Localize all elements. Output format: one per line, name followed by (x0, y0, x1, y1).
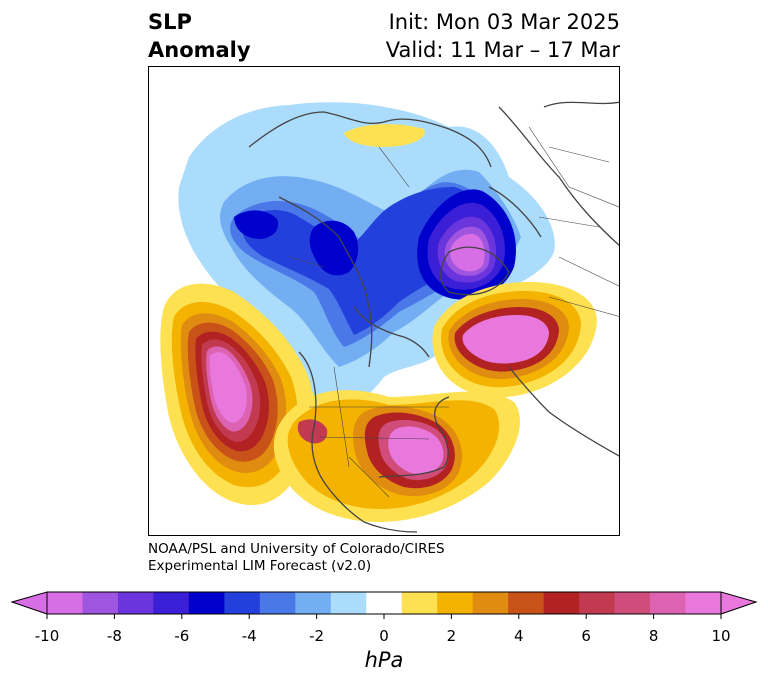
coastlines (248, 101, 619, 533)
forecast-dates: Init: Mon 03 Mar 2025 Valid: 11 Mar – 17… (386, 8, 620, 64)
init-date: Init: Mon 03 Mar 2025 (388, 10, 620, 34)
alaska-low-core (234, 210, 279, 239)
colorbar-cell (330, 592, 367, 614)
colorbar-cell (295, 592, 332, 614)
colorbar-tick-label: -2 (309, 627, 325, 645)
colorbar-extend-high (720, 591, 758, 615)
colorbar-cell (685, 592, 722, 614)
map-svg (160, 101, 619, 533)
valid-range: Valid: 11 Mar – 17 Mar (385, 38, 620, 62)
colorbar-cell (472, 592, 509, 614)
colorbar-cell (188, 592, 225, 614)
colorbar-cells (47, 592, 722, 614)
colorbar-cell (508, 592, 545, 614)
scandinavia-low-core (450, 233, 485, 272)
colorbar-cell (579, 592, 616, 614)
colorbar-cell (47, 592, 83, 614)
north-positive-patch (344, 124, 425, 147)
credit-line-2: Experimental LIM Forecast (v2.0) (148, 558, 372, 574)
colorbar-cell (259, 592, 296, 614)
colorbar-cell (153, 592, 190, 614)
credit-text: NOAA/PSL and University of Colorado/CIRE… (148, 541, 445, 575)
colorbar-cell (437, 592, 474, 614)
colorbar-cell (543, 592, 580, 614)
colorbar-tick-label: 8 (648, 627, 659, 645)
colorbar-tick-label: 4 (514, 627, 524, 645)
colorbar-tick-label: -10 (34, 627, 60, 645)
colorbar-cell (366, 592, 403, 614)
credit-line-1: NOAA/PSL and University of Colorado/CIRE… (148, 541, 445, 557)
colorbar-tick-label: -6 (174, 627, 190, 645)
colorbar-cell (401, 592, 438, 614)
title-line-1: SLP (148, 10, 192, 34)
colorbar-tick-label: -8 (106, 627, 122, 645)
pacific-high-core (209, 352, 247, 423)
colorbar-tick-label: 10 (711, 627, 731, 645)
colorbar-cell (614, 592, 651, 614)
colorbar (10, 591, 758, 619)
colorbar-tick-label: -4 (241, 627, 257, 645)
colorbar-cell (224, 592, 261, 614)
borders (288, 126, 619, 498)
colorbar-tick-label: 2 (446, 627, 457, 645)
colorbar-tick-label: 6 (581, 627, 591, 645)
siberian-low-core (309, 220, 359, 276)
title-line-2: Anomaly (148, 38, 251, 62)
colorbar-ticks (46, 614, 722, 619)
colorbar-extend-low (10, 591, 48, 615)
atlantic-high-core (462, 315, 549, 364)
colorbar-cell (650, 592, 687, 614)
slp-anomaly-map (148, 66, 620, 536)
colorbar-unit: hPa (364, 648, 404, 672)
colorbar-cell (82, 592, 119, 614)
colorbar-cell (117, 592, 154, 614)
colorbar-tick-label: 0 (379, 627, 389, 645)
map-title: SLP Anomaly (148, 8, 251, 64)
